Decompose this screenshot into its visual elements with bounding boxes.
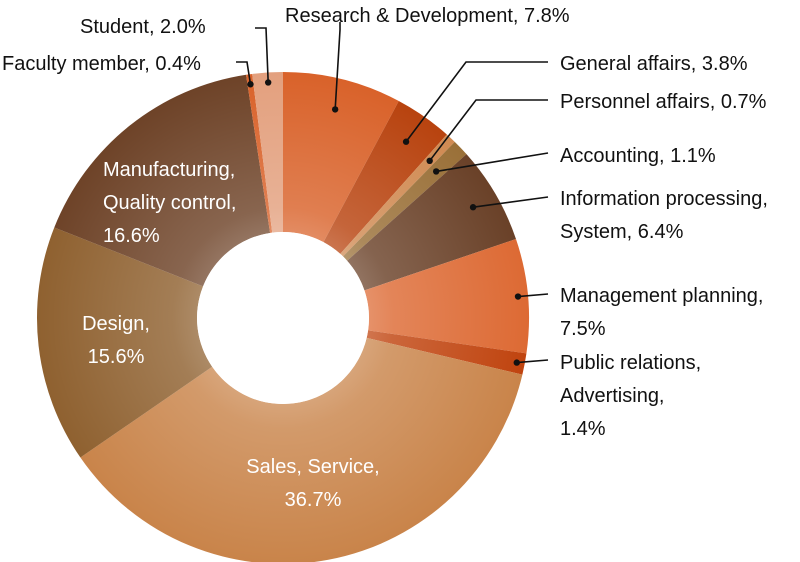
leader-st [255,27,269,83]
leader-lines [236,22,549,366]
label-pa: Personnel affairs, 0.7% [560,91,767,113]
label-line: Information processing, [560,188,768,210]
label-fm: Faculty member, 0.4% [2,53,201,75]
label-line: 16.6% [103,225,160,247]
leader-pa [429,99,548,162]
label-line: Public relations, [560,352,701,374]
label-line: 36.7% [285,489,342,511]
label-pr: Public relations, Advertising, 1.4% [560,352,701,440]
label-line: 1.4% [560,418,606,440]
leader-dot-mp [514,293,522,300]
label-line: Sales, Service, [246,456,379,478]
label-line: Faculty member, 0.4% [2,53,201,75]
label-line: Research & Development, 7.8% [285,5,570,27]
label-line: Student, 2.0% [80,16,206,38]
leader-dot-acc [432,168,440,175]
slice-labels: Research & Development, 7.8% General affa… [2,5,768,511]
label-mq: Manufacturing, Quality control, 16.6% [103,159,236,247]
label-line: General affairs, 3.8% [560,53,748,75]
leader-ip [472,196,549,208]
label-line: Personnel affairs, 0.7% [560,91,767,113]
leader-fm [236,61,252,85]
donut-hole [197,232,369,404]
leader-rd [334,22,341,110]
label-st: Student, 2.0% [80,16,206,38]
label-ga: General affairs, 3.8% [560,53,748,75]
leader-dot-ip [469,204,477,211]
label-line: Advertising, [560,385,665,407]
leader-dot-pa [426,157,433,165]
label-line: System, 6.4% [560,221,684,243]
label-line: Design, [82,313,150,335]
label-line: 15.6% [88,346,145,368]
leader-acc [436,152,549,173]
leader-dot-st [264,79,272,86]
leader-dot-pr [513,359,520,366]
label-rd: Research & Development, 7.8% [285,5,570,27]
leader-dot-ga [402,138,410,145]
label-line: Quality control, [103,192,236,214]
label-line: 7.5% [560,318,606,340]
label-acc: Accounting, 1.1% [560,145,716,167]
leader-ga [405,61,548,143]
leader-mp [517,293,549,298]
label-ss: Sales, Service, 36.7% [246,456,379,511]
leader-dot-fm [247,81,254,88]
label-mp: Management planning, 7.5% [560,285,763,340]
label-de: Design, 15.6% [82,313,150,368]
label-line: Management planning, [560,285,763,307]
leader-dot-rd [331,106,339,113]
label-ip: Information processing, System, 6.4% [560,188,768,243]
label-line: Accounting, 1.1% [560,145,716,167]
leader-pr [516,359,549,364]
label-line: Manufacturing, [103,159,235,181]
